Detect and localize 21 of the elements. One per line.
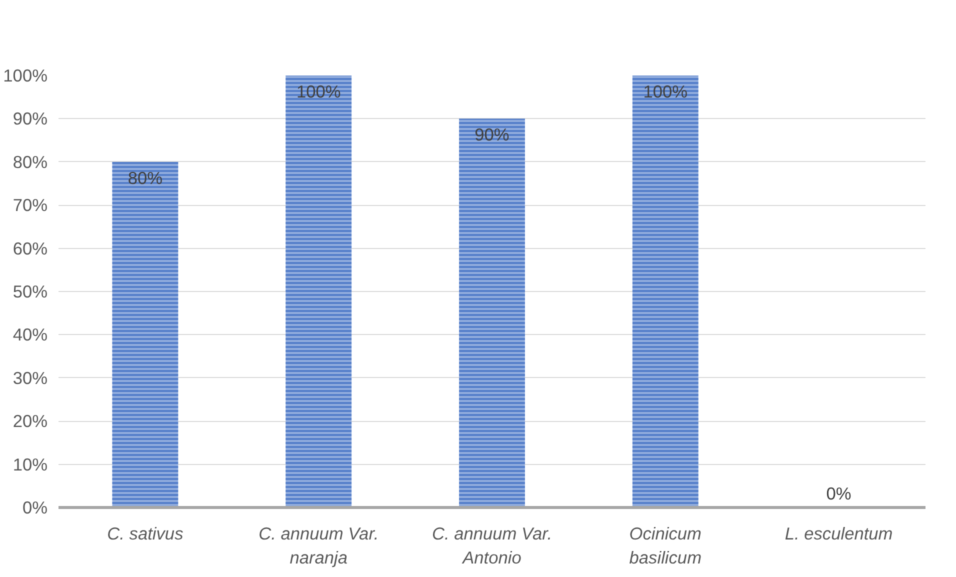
x-tick-label: Ocinicum basilicum xyxy=(629,524,702,568)
y-tick-label: 60% xyxy=(12,238,48,258)
data-label: 80% xyxy=(128,168,163,188)
y-tick-label: 40% xyxy=(12,324,48,345)
y-tick-label: 10% xyxy=(12,454,48,474)
y-tick-label: 20% xyxy=(12,411,48,432)
x-tick-label: C. annuum Var. naranja xyxy=(258,524,379,568)
x-tick-label: C. annuum Var. Antonio xyxy=(432,524,552,568)
data-label: 100% xyxy=(643,82,688,102)
y-tick-label: 70% xyxy=(12,195,48,216)
y-tick-label: 90% xyxy=(12,108,48,129)
y-tick-label: 0% xyxy=(22,498,48,518)
x-tick-label: L. esculentum xyxy=(784,524,893,544)
data-label: 0% xyxy=(826,484,852,504)
y-tick-label: 50% xyxy=(12,282,48,302)
y-tick-label: 80% xyxy=(12,152,48,172)
data-label: 90% xyxy=(474,124,510,145)
y-tick-label: 30% xyxy=(12,368,48,388)
y-tick-label: 100% xyxy=(3,66,48,86)
x-tick-label: C. sativus xyxy=(107,524,184,544)
data-label: 100% xyxy=(296,82,341,102)
